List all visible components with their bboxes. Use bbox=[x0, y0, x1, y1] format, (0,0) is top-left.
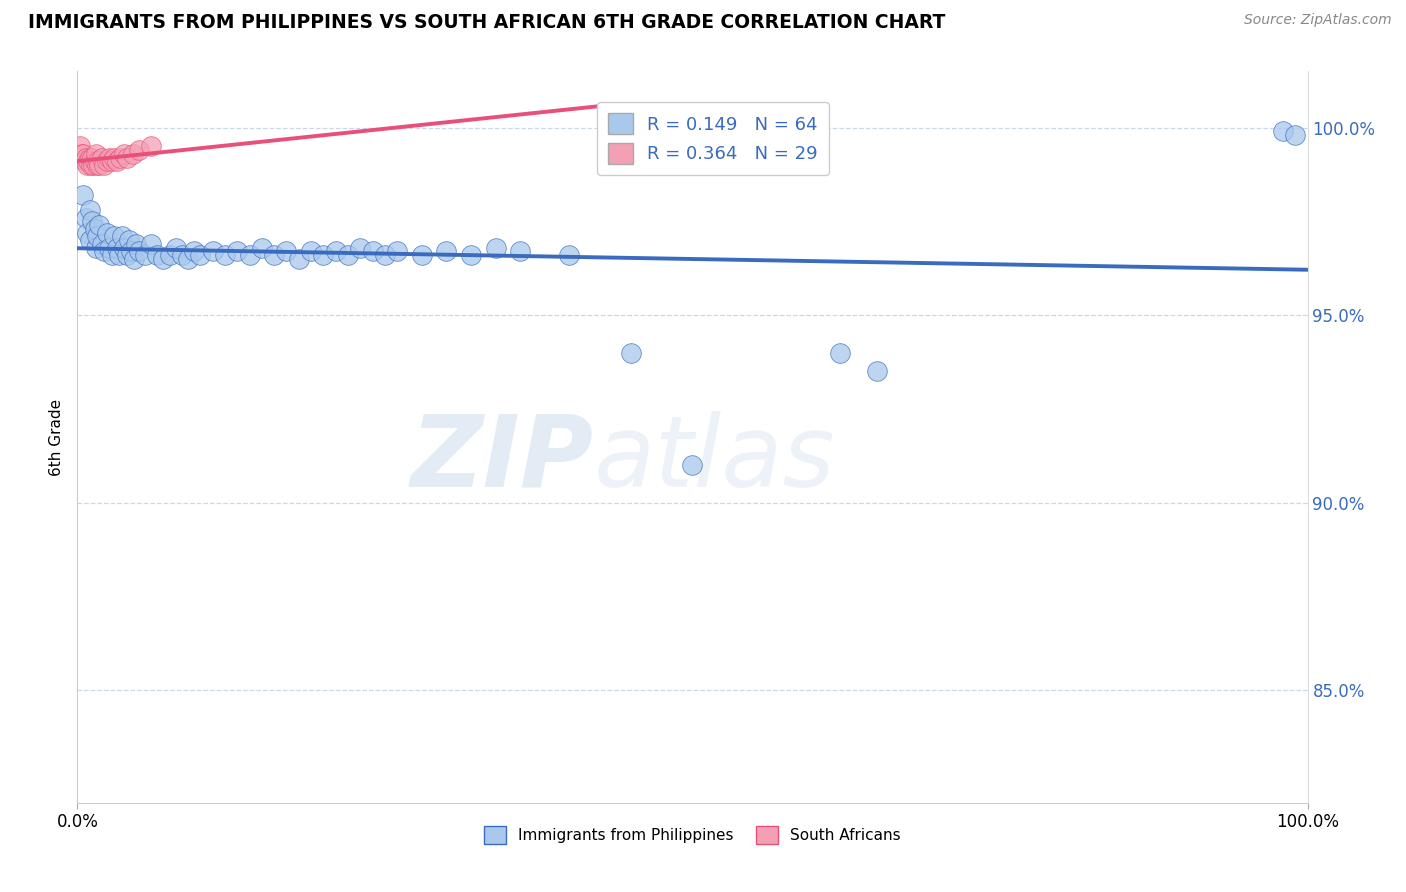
Point bbox=[115, 151, 138, 165]
Point bbox=[620, 345, 643, 359]
Point bbox=[263, 248, 285, 262]
Point bbox=[90, 151, 114, 165]
Point bbox=[385, 244, 409, 259]
Point bbox=[361, 244, 384, 259]
Point bbox=[96, 226, 118, 240]
Point bbox=[83, 222, 105, 236]
Point bbox=[73, 154, 96, 169]
Point bbox=[121, 244, 143, 259]
Y-axis label: 6th Grade: 6th Grade bbox=[49, 399, 65, 475]
Point bbox=[75, 211, 97, 225]
Point bbox=[1284, 128, 1306, 142]
Text: ZIP: ZIP bbox=[411, 410, 595, 508]
Point bbox=[86, 229, 108, 244]
Point bbox=[276, 244, 298, 259]
Point bbox=[115, 248, 138, 262]
Point bbox=[90, 236, 114, 251]
Point bbox=[122, 252, 145, 266]
Point bbox=[152, 252, 174, 266]
Point bbox=[101, 154, 124, 169]
Text: Source: ZipAtlas.com: Source: ZipAtlas.com bbox=[1244, 13, 1392, 28]
Point bbox=[75, 151, 97, 165]
Point bbox=[436, 244, 458, 259]
Point bbox=[76, 158, 98, 172]
Point bbox=[830, 345, 852, 359]
Point bbox=[111, 229, 132, 244]
Point bbox=[299, 244, 322, 259]
Point bbox=[226, 244, 249, 259]
Point bbox=[103, 229, 125, 244]
Point bbox=[201, 244, 224, 259]
Point bbox=[183, 244, 205, 259]
Point bbox=[82, 158, 104, 172]
Point bbox=[558, 248, 581, 262]
Point bbox=[349, 241, 371, 255]
Point bbox=[121, 147, 143, 161]
Point bbox=[288, 252, 311, 266]
Text: atlas: atlas bbox=[595, 410, 835, 508]
Point bbox=[72, 188, 94, 202]
Text: IMMIGRANTS FROM PHILIPPINES VS SOUTH AFRICAN 6TH GRADE CORRELATION CHART: IMMIGRANTS FROM PHILIPPINES VS SOUTH AFR… bbox=[28, 13, 945, 32]
Point bbox=[112, 147, 135, 161]
Point bbox=[250, 241, 273, 255]
Point bbox=[105, 154, 128, 169]
Point bbox=[509, 244, 531, 259]
Point bbox=[105, 241, 128, 255]
Point bbox=[159, 248, 181, 262]
Point bbox=[112, 241, 135, 255]
Point bbox=[866, 364, 889, 378]
Point bbox=[83, 154, 105, 169]
Point bbox=[79, 233, 101, 247]
Point bbox=[460, 248, 482, 262]
Point bbox=[84, 241, 107, 255]
Point bbox=[93, 244, 115, 259]
Point bbox=[325, 244, 347, 259]
Point bbox=[682, 458, 704, 473]
Legend: Immigrants from Philippines, South Africans: Immigrants from Philippines, South Afric… bbox=[478, 820, 907, 850]
Point bbox=[82, 214, 104, 228]
Point bbox=[76, 226, 98, 240]
Point bbox=[170, 248, 193, 262]
Point bbox=[312, 248, 335, 262]
Point bbox=[82, 151, 104, 165]
Point bbox=[79, 203, 101, 218]
Point bbox=[188, 248, 212, 262]
Point bbox=[87, 154, 110, 169]
Point bbox=[89, 158, 111, 172]
Point bbox=[177, 252, 200, 266]
Point bbox=[86, 158, 108, 172]
Point bbox=[93, 158, 115, 172]
Point bbox=[485, 241, 508, 255]
Point bbox=[69, 139, 91, 153]
Point bbox=[141, 236, 163, 251]
Point bbox=[70, 147, 93, 161]
Point bbox=[214, 248, 236, 262]
Point bbox=[98, 151, 121, 165]
Point bbox=[128, 143, 150, 157]
Point bbox=[84, 147, 107, 161]
Point bbox=[98, 241, 121, 255]
Point bbox=[110, 151, 132, 165]
Point bbox=[337, 248, 360, 262]
Point bbox=[77, 154, 100, 169]
Point bbox=[125, 236, 148, 251]
Point bbox=[89, 218, 111, 232]
Point bbox=[134, 248, 156, 262]
Point bbox=[146, 248, 169, 262]
Point bbox=[79, 151, 101, 165]
Point bbox=[165, 241, 187, 255]
Point bbox=[1272, 124, 1295, 138]
Point bbox=[108, 248, 131, 262]
Point bbox=[96, 154, 118, 169]
Point bbox=[103, 151, 125, 165]
Point bbox=[374, 248, 396, 262]
Point bbox=[72, 147, 94, 161]
Point bbox=[128, 244, 150, 259]
Point bbox=[141, 139, 163, 153]
Point bbox=[101, 248, 124, 262]
Point bbox=[118, 233, 141, 247]
Point bbox=[239, 248, 262, 262]
Point bbox=[80, 158, 103, 172]
Point bbox=[411, 248, 433, 262]
